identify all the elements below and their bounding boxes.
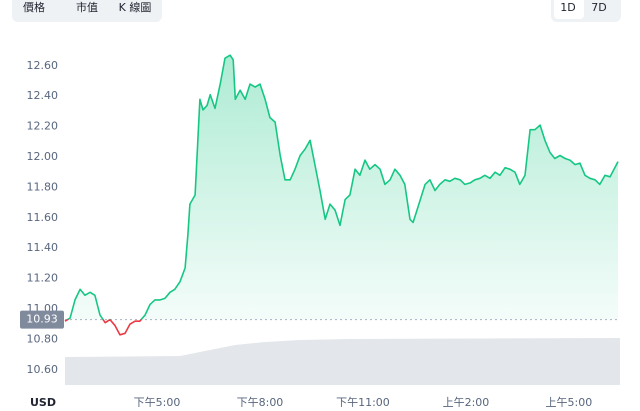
tab[interactable]: 市值: [76, 0, 98, 14]
y-tick-label: 11.80: [27, 180, 59, 193]
price-line: [64, 54, 619, 336]
price-badge-label: 10.93: [26, 313, 58, 326]
x-tick-label: 上午5:00: [546, 396, 593, 407]
y-tick-label: 12.20: [27, 120, 59, 133]
tab-group: [12, 0, 162, 22]
x-tick-label: 上午2:00: [443, 396, 490, 407]
volume-area: [65, 338, 620, 385]
tab[interactable]: K 線圖: [119, 0, 152, 14]
y-tick-label: 12.60: [27, 59, 59, 72]
y-tick-label: 10.60: [27, 363, 59, 376]
y-tick-label: 10.80: [27, 332, 59, 345]
x-tick-label: 下午8:00: [237, 396, 284, 407]
tab[interactable]: 價格: [23, 0, 45, 14]
x-tick-label: 下午11:00: [336, 396, 390, 407]
y-tick-label: 11.20: [27, 272, 59, 285]
y-tick-label: 12.40: [27, 89, 59, 102]
x-tick-label: 下午5:00: [134, 396, 181, 407]
y-tick-label: 11.60: [27, 211, 59, 224]
y-tick-label: 12.00: [27, 150, 59, 163]
range-selected: [554, 0, 584, 19]
price-badge: [20, 310, 64, 329]
range-button[interactable]: 1D: [560, 1, 575, 14]
y-tick-label: 11.40: [27, 241, 59, 254]
range-button[interactable]: 7D: [591, 1, 606, 14]
area-fill: [67, 55, 618, 320]
currency-label: USD: [30, 396, 56, 407]
